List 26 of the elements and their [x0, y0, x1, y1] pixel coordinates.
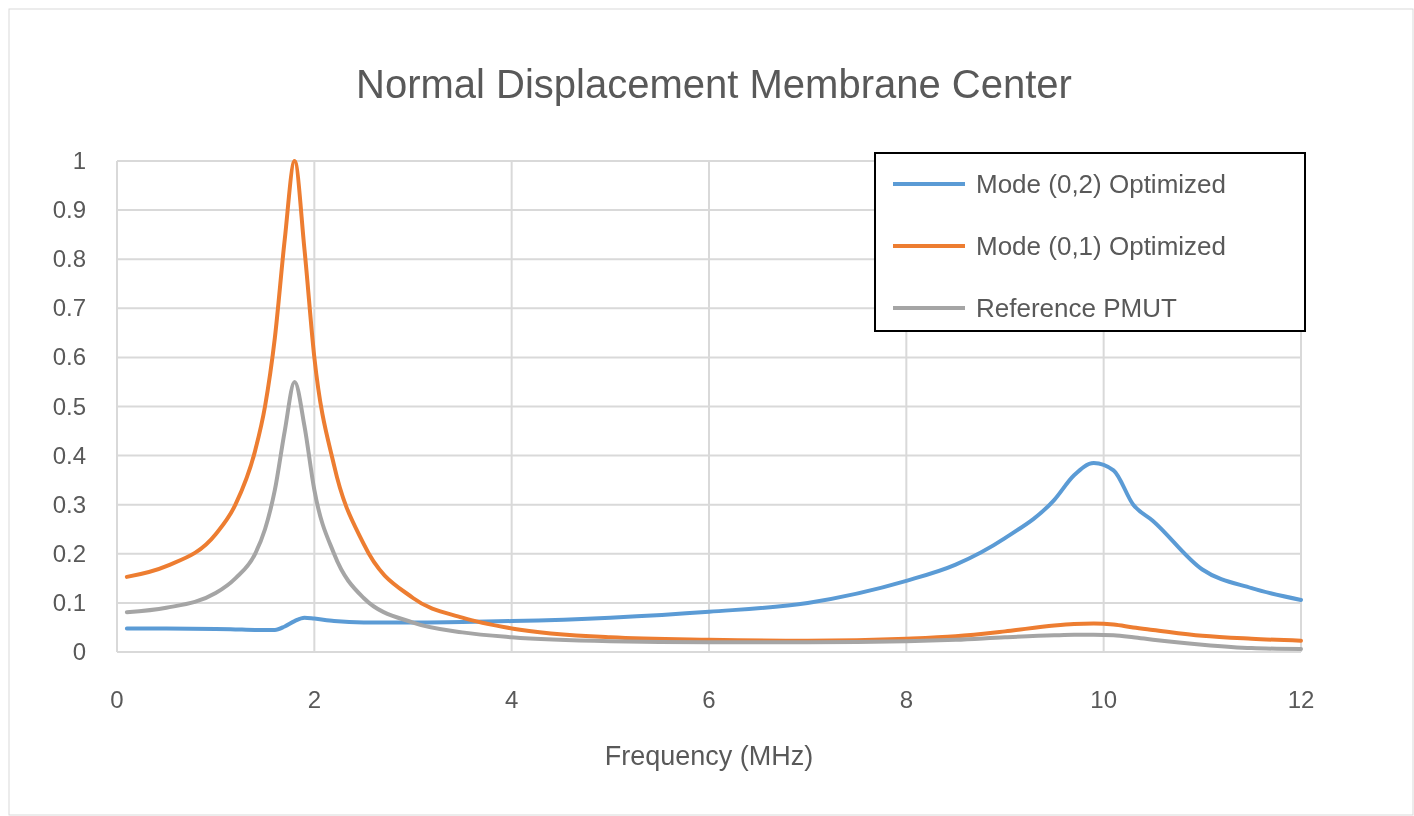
- x-tick-label: 2: [307, 686, 322, 713]
- y-tick-label: 0.8: [52, 245, 86, 273]
- x-tick-label: 6: [702, 686, 716, 713]
- y-tick-label: 0.6: [52, 343, 86, 371]
- line-series: [124, 379, 1303, 652]
- y-tick-label: 0.1: [52, 588, 86, 616]
- y-tick-label: 0.7: [52, 294, 86, 322]
- x-axis-title: Frequency (MHz): [604, 741, 814, 771]
- y-tick-label: 1: [72, 147, 86, 174]
- line-series: [124, 460, 1303, 632]
- y-tick-label: 0.5: [52, 392, 86, 420]
- x-tick-label: 0: [110, 686, 124, 713]
- legend-label: Reference PMUT: [976, 293, 1177, 323]
- chart-title: Normal Displacement Membrane Center: [356, 62, 1072, 106]
- x-tick-label: 10: [1090, 686, 1118, 713]
- x-tick-label: 12: [1287, 686, 1315, 713]
- y-tick-label: 0.3: [52, 490, 86, 518]
- x-tick-label: 4: [504, 686, 519, 713]
- y-tick-label: 0.9: [52, 196, 86, 224]
- line-series: [124, 159, 1303, 643]
- x-tick-label: 8: [899, 686, 914, 713]
- y-tick-label: 0.4: [52, 441, 86, 469]
- y-tick-label: 0: [72, 638, 86, 665]
- legend-label: Mode (0,2) Optimized: [976, 169, 1226, 199]
- legend-label: Mode (0,1) Optimized: [976, 231, 1226, 261]
- y-tick-label: 0.2: [52, 539, 86, 567]
